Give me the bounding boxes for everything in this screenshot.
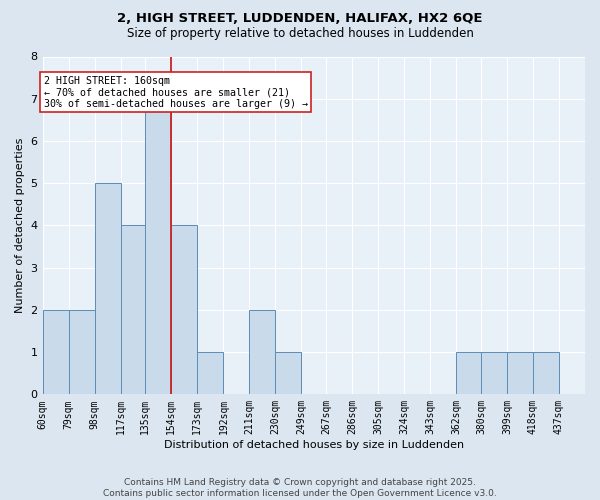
Bar bbox=[95, 183, 121, 394]
Bar bbox=[533, 352, 559, 395]
Bar bbox=[145, 98, 172, 395]
Bar bbox=[121, 226, 145, 394]
Y-axis label: Number of detached properties: Number of detached properties bbox=[15, 138, 25, 313]
Bar bbox=[197, 352, 223, 395]
Bar bbox=[172, 226, 197, 394]
Text: 2, HIGH STREET, LUDDENDEN, HALIFAX, HX2 6QE: 2, HIGH STREET, LUDDENDEN, HALIFAX, HX2 … bbox=[117, 12, 483, 26]
Bar bbox=[250, 310, 275, 394]
Bar bbox=[68, 310, 95, 394]
Bar bbox=[456, 352, 481, 395]
Bar bbox=[507, 352, 533, 395]
Text: Size of property relative to detached houses in Luddenden: Size of property relative to detached ho… bbox=[127, 28, 473, 40]
X-axis label: Distribution of detached houses by size in Luddenden: Distribution of detached houses by size … bbox=[164, 440, 464, 450]
Bar bbox=[481, 352, 507, 395]
Bar bbox=[275, 352, 301, 395]
Bar bbox=[43, 310, 68, 394]
Text: Contains HM Land Registry data © Crown copyright and database right 2025.
Contai: Contains HM Land Registry data © Crown c… bbox=[103, 478, 497, 498]
Text: 2 HIGH STREET: 160sqm
← 70% of detached houses are smaller (21)
30% of semi-deta: 2 HIGH STREET: 160sqm ← 70% of detached … bbox=[44, 76, 308, 108]
